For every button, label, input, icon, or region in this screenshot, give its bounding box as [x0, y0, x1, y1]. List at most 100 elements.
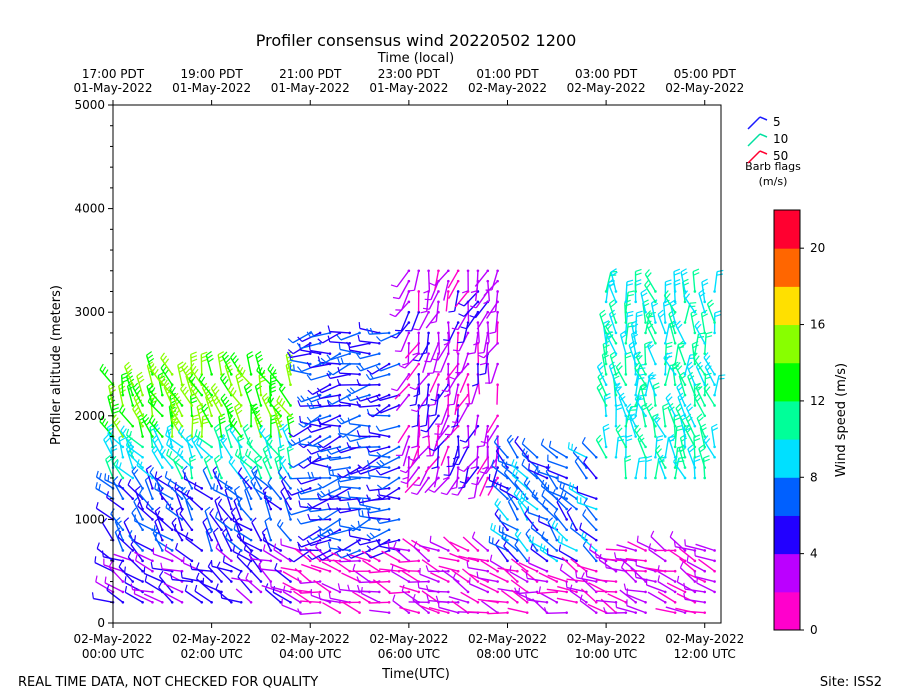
wind-barb-base — [161, 600, 164, 604]
wind-barb-feather — [164, 471, 168, 478]
wind-barb-feather — [459, 480, 467, 485]
wind-barb — [263, 549, 282, 562]
wind-barb-feather — [151, 418, 156, 425]
wind-barb — [401, 570, 420, 583]
footer-quality-note: REAL TIME DATA, NOT CHECKED FOR QUALITY — [18, 675, 318, 690]
wind-barb — [332, 559, 351, 572]
wind-barb-feather — [326, 354, 332, 361]
wind-barb-base — [654, 435, 657, 438]
wind-barb-feather — [175, 542, 179, 550]
wind-barb-feather — [185, 368, 191, 375]
wind-barb-base — [180, 476, 184, 480]
wind-barb-base — [387, 590, 391, 594]
wind-barb-feather — [526, 480, 531, 487]
wind-barb-base — [121, 549, 125, 552]
wind-barb-feather — [613, 552, 617, 559]
wind-barb — [620, 566, 637, 583]
colorbar-tick-label: 0 — [810, 623, 818, 637]
wind-barb-feather — [336, 552, 342, 559]
wind-barb — [650, 536, 666, 551]
wind-barb — [132, 589, 153, 593]
wind-barb-feather — [152, 366, 157, 372]
wind-barb-base — [614, 290, 618, 293]
wind-barb-base — [121, 497, 125, 500]
wind-barb-base — [377, 362, 381, 366]
wind-barb-feather — [367, 469, 370, 476]
wind-barb-base — [535, 569, 539, 573]
wind-barb-feather — [375, 425, 381, 432]
wind-barb-base — [545, 518, 549, 521]
wind-barb-feather — [158, 373, 164, 380]
wind-barb-base — [407, 549, 411, 552]
wind-barb — [576, 564, 597, 572]
wind-barb-feather — [329, 528, 335, 535]
wind-barb-base — [308, 559, 312, 563]
wind-barb-feather — [108, 561, 113, 568]
wind-barb — [538, 572, 558, 583]
wind-barb-base — [407, 300, 411, 304]
wind-barb-base — [210, 538, 213, 542]
wind-barb — [300, 549, 321, 552]
wind-barb-feather — [665, 279, 672, 283]
wind-barb — [349, 423, 370, 427]
wind-barb-base — [673, 590, 677, 594]
wind-barb-feather — [540, 479, 545, 487]
wind-barb-base — [397, 424, 401, 428]
wind-barb-feather — [200, 376, 206, 383]
wind-barb-base — [318, 580, 322, 583]
wind-barb-feather — [708, 302, 715, 308]
wind-barb-feather — [174, 481, 177, 489]
wind-barb-feather — [602, 354, 609, 359]
wind-barb-feather — [565, 581, 568, 588]
wind-barb-feather — [161, 449, 166, 456]
wind-barb — [380, 363, 400, 372]
wind-barb-feather — [443, 474, 450, 477]
wind-barb — [164, 476, 183, 489]
wind-barb-base — [121, 476, 125, 480]
wind-barb — [503, 472, 518, 489]
wind-barb — [580, 588, 597, 603]
wind-barb — [510, 558, 528, 572]
wind-barb-base — [683, 300, 687, 304]
wind-barb-feather — [435, 595, 439, 602]
wind-barb-feather — [147, 395, 152, 402]
wind-barb — [625, 569, 646, 572]
colorbar-label: Wind speed (m/s) — [834, 363, 849, 477]
wind-barb — [695, 575, 715, 583]
wind-barb — [143, 572, 163, 583]
wind-barb-feather — [118, 561, 123, 568]
wind-barb-feather — [145, 501, 149, 508]
wind-barb — [154, 539, 173, 552]
wind-barb-base — [210, 373, 213, 376]
wind-barb-base — [141, 424, 144, 428]
wind-barb — [362, 559, 380, 572]
wind-barb-base — [368, 393, 371, 397]
wind-barb-base — [397, 362, 401, 366]
wind-barb-base — [683, 590, 687, 594]
wind-barb-feather — [121, 408, 126, 415]
wind-barb-feather — [523, 493, 527, 500]
wind-barb-feather — [673, 272, 681, 276]
wind-barb-feather — [246, 351, 253, 356]
wind-barb-feather — [194, 584, 198, 592]
wind-barb-feather — [338, 519, 341, 527]
wind-barb-base — [693, 559, 697, 563]
wind-barb-base — [555, 538, 559, 542]
wind-barb — [424, 456, 439, 473]
wind-barb — [237, 503, 252, 520]
wind-barb-base — [161, 549, 164, 552]
wind-barb — [145, 506, 163, 520]
wind-barb — [133, 501, 144, 520]
wind-barb-feather — [346, 442, 351, 449]
wind-barb-base — [683, 414, 687, 418]
wind-barb-feather — [154, 471, 158, 478]
wind-barb-base — [496, 424, 499, 428]
wind-barb-feather — [479, 362, 487, 366]
wind-barb-base — [387, 373, 391, 376]
wind-barb-feather — [179, 450, 184, 457]
wind-barb-base — [338, 393, 342, 397]
wind-barb-base — [683, 559, 687, 563]
wind-barb-base — [131, 383, 135, 387]
wind-barb — [321, 561, 341, 572]
wind-barb-base — [486, 279, 490, 283]
